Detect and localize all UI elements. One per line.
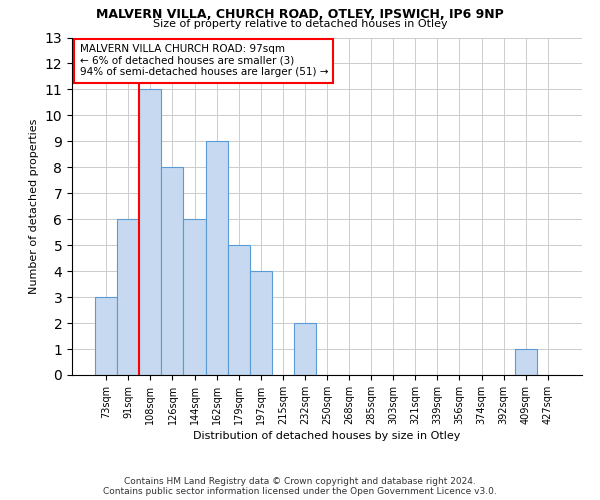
Bar: [95, 297, 117, 375]
Bar: [206, 142, 227, 375]
Bar: [227, 245, 250, 375]
Y-axis label: Number of detached properties: Number of detached properties: [29, 118, 39, 294]
Text: Contains HM Land Registry data © Crown copyright and database right 2024.
Contai: Contains HM Land Registry data © Crown c…: [103, 476, 497, 496]
Bar: [184, 219, 206, 375]
Bar: [250, 271, 272, 375]
Text: MALVERN VILLA, CHURCH ROAD, OTLEY, IPSWICH, IP6 9NP: MALVERN VILLA, CHURCH ROAD, OTLEY, IPSWI…: [96, 8, 504, 20]
Bar: [515, 349, 537, 375]
Text: MALVERN VILLA CHURCH ROAD: 97sqm
← 6% of detached houses are smaller (3)
94% of : MALVERN VILLA CHURCH ROAD: 97sqm ← 6% of…: [80, 44, 328, 78]
Bar: [139, 90, 161, 375]
Text: Size of property relative to detached houses in Otley: Size of property relative to detached ho…: [152, 19, 448, 29]
X-axis label: Distribution of detached houses by size in Otley: Distribution of detached houses by size …: [193, 431, 461, 441]
Bar: [161, 168, 184, 375]
Bar: [117, 219, 139, 375]
Bar: [294, 323, 316, 375]
